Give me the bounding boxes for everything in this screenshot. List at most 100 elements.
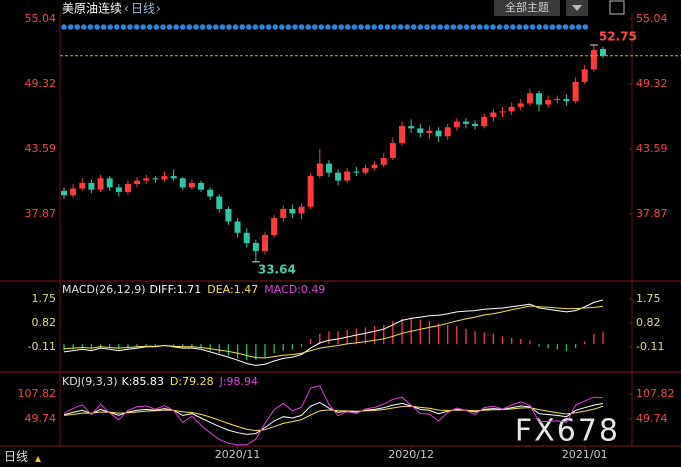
y-tick-label-right: 49.74 xyxy=(636,412,668,425)
event-dot xyxy=(279,24,285,30)
settings-icon[interactable] xyxy=(609,0,625,15)
event-dot xyxy=(549,24,556,30)
event-dot xyxy=(186,24,193,30)
candle-body xyxy=(554,98,561,101)
candle-body xyxy=(271,218,278,236)
y-tick-label: 107.82 xyxy=(18,387,57,400)
candle-body xyxy=(298,206,305,214)
candle-body xyxy=(499,111,506,113)
candle-body xyxy=(481,117,488,127)
candle-body xyxy=(161,176,168,180)
candle-body xyxy=(134,180,141,185)
event-dot xyxy=(199,24,206,30)
event-dot xyxy=(536,24,542,30)
event-dot xyxy=(371,24,378,30)
event-dot xyxy=(226,24,232,30)
candle-body xyxy=(152,178,159,180)
event-dot xyxy=(345,24,351,30)
event-dot xyxy=(529,24,536,30)
event-dot xyxy=(114,24,120,30)
event-dot xyxy=(543,24,549,30)
event-dot xyxy=(503,24,510,30)
event-dot xyxy=(576,24,582,30)
event-dot xyxy=(351,24,358,30)
candle-body xyxy=(188,182,195,188)
event-dot xyxy=(180,24,186,30)
candle-body xyxy=(508,106,515,112)
candle-body xyxy=(88,182,95,190)
candle-body xyxy=(563,98,570,102)
event-dot xyxy=(569,24,575,30)
y-tick-label: 37.87 xyxy=(25,207,57,220)
event-dot xyxy=(87,24,94,30)
macd-line xyxy=(63,305,604,359)
candle-body xyxy=(462,121,469,124)
x-tick-label: 2020/12 xyxy=(388,448,434,461)
period[interactable]: 日线 xyxy=(131,2,155,16)
candle-body xyxy=(526,93,533,104)
event-dot xyxy=(364,24,371,30)
candle-body xyxy=(417,128,424,133)
event-dot xyxy=(147,24,153,30)
indicator-title: MACD(26,12,9) xyxy=(62,283,146,296)
candle-body xyxy=(344,171,351,181)
theme-button[interactable]: 全部主题 xyxy=(505,0,549,14)
event-dot xyxy=(483,24,490,30)
event-dot xyxy=(516,24,523,30)
candle-body xyxy=(325,163,332,173)
event-dot xyxy=(411,24,417,30)
candle-body xyxy=(590,50,597,70)
bottom-label[interactable]: 日线 xyxy=(4,450,28,464)
candle-body xyxy=(143,178,150,181)
y-tick-label-right: -0.11 xyxy=(636,340,664,353)
candle-body xyxy=(115,187,122,192)
event-dot xyxy=(213,24,219,30)
y-tick-label: 43.59 xyxy=(25,142,57,155)
candle-body xyxy=(170,176,177,179)
event-dot xyxy=(166,24,173,30)
event-dot xyxy=(384,24,391,30)
event-dot xyxy=(562,24,569,30)
candle-body xyxy=(79,182,86,189)
candle-body xyxy=(252,243,259,251)
event-dot xyxy=(510,24,516,30)
event-dot xyxy=(463,24,470,30)
candle-body xyxy=(362,168,369,173)
event-dot xyxy=(160,24,166,30)
theme-arrow xyxy=(572,5,582,11)
event-dot xyxy=(120,24,127,30)
candle-body xyxy=(472,123,479,127)
candle-body xyxy=(408,126,415,129)
candle-body xyxy=(453,121,460,128)
event-dot xyxy=(582,24,589,30)
min-label: 33.64 xyxy=(258,262,296,276)
event-dot xyxy=(430,24,437,30)
y-tick-label: 49.32 xyxy=(25,77,57,90)
candle-body xyxy=(225,208,232,222)
y-tick-label-right: 37.87 xyxy=(636,207,668,220)
y-tick-label-right: 107.82 xyxy=(636,387,675,400)
event-dot xyxy=(285,24,292,30)
event-dot xyxy=(331,24,338,30)
y-tick-label: 0.82 xyxy=(32,316,57,329)
candle-body xyxy=(600,48,606,56)
legend-entry: K:85.83 xyxy=(122,375,164,388)
event-dot xyxy=(127,24,133,30)
event-dot xyxy=(61,24,67,30)
y-tick-label-right: 43.59 xyxy=(636,142,668,155)
chart-title: 美原油连续 xyxy=(62,1,122,16)
candle-body xyxy=(70,188,77,196)
theme-button-bg[interactable] xyxy=(494,0,560,16)
indicator-title: KDJ(9,3,3) xyxy=(62,375,118,388)
candle-body xyxy=(399,126,406,144)
event-dot xyxy=(100,24,107,30)
y-tick-label: -0.11 xyxy=(28,340,56,353)
event-dot xyxy=(378,24,384,30)
y-tick-label: 49.74 xyxy=(25,412,57,425)
event-dot xyxy=(437,24,444,30)
candle-body xyxy=(490,112,497,118)
candle-body xyxy=(572,81,579,102)
candle-body xyxy=(179,178,186,188)
event-dot xyxy=(338,24,345,30)
